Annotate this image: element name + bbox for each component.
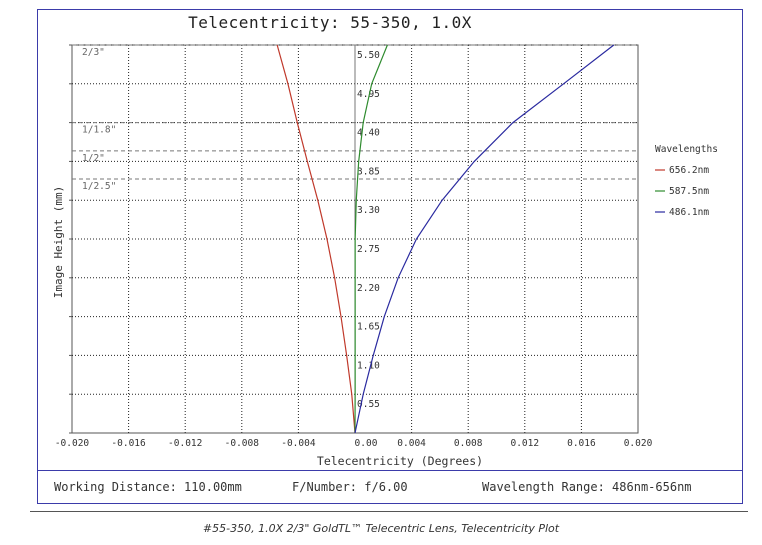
y-tick-label: 0.55 <box>357 399 380 410</box>
sensor-marker-label: 2/3" <box>82 47 105 58</box>
x-tick-label: -0.008 <box>225 438 260 449</box>
x-tick-label: -0.012 <box>168 438 202 449</box>
sensor-markers: 2/3" 1/1.8" 1/2" 1/2.5" <box>72 44 638 192</box>
y-tick-label: 5.50 <box>357 50 380 61</box>
x-tick-label: 0.008 <box>454 438 483 449</box>
legend-item: 656.2nm <box>669 165 709 176</box>
x-tick-label: -0.004 <box>281 438 316 449</box>
x-tick-label: 0.012 <box>510 438 539 449</box>
x-tick-label: 0.020 <box>624 438 653 449</box>
y-tick-label: 2.75 <box>357 244 380 255</box>
y-tick-label: 4.95 <box>357 89 380 100</box>
y-tick-label: 3.85 <box>357 166 380 177</box>
chart-title: Telecentricity: 55-350, 1.0X <box>188 13 472 32</box>
caption-divider <box>30 511 748 512</box>
sensor-marker-label: 1/1.8" <box>82 125 116 136</box>
series-line-587.5nm <box>354 44 388 434</box>
f-number: F/Number: f/6.00 <box>292 480 408 494</box>
wavelength-range: Wavelength Range: 486nm-656nm <box>482 480 692 494</box>
legend: Wavelengths 656.2nm 587.5nm 486.1nm <box>655 144 718 218</box>
plot-frame <box>37 9 743 504</box>
y-tick-label: 1.10 <box>357 360 380 371</box>
series-layer <box>276 44 615 434</box>
legend-item: 486.1nm <box>669 207 709 218</box>
x-tick-label: 0.004 <box>397 438 426 449</box>
y-axis-label: Image Height (mm) <box>52 186 65 299</box>
legend-title: Wavelengths <box>655 144 718 155</box>
telecentricity-chart: 2/3"1/1.8"1/2"1/2.5" -0.020 -0.016 -0.012-… <box>52 44 718 468</box>
sensor-marker-label: 1/2" <box>82 153 105 164</box>
series-line-656.2nm <box>276 44 356 434</box>
figure-caption: #55-350, 1.0X 2/3" GoldTL™ Telecentric L… <box>202 522 560 535</box>
x-axis-label: Telecentricity (Degrees) <box>317 454 483 468</box>
y-tick-label: 3.30 <box>357 205 380 216</box>
x-tick-label: 0.016 <box>567 438 596 449</box>
sensor-marker-label: 1/2.5" <box>82 181 116 192</box>
footer-box <box>37 470 743 504</box>
tick-labels: -0.020 -0.016 -0.012 -0.008 -0.004 0.00 0.004 0… <box>55 50 653 449</box>
y-tick-label: 1.65 <box>357 322 380 333</box>
x-tick-label: 0.00 <box>355 438 378 449</box>
x-tick-label: -0.016 <box>111 438 146 449</box>
series-line-486.1nm <box>354 44 615 434</box>
grid-layer <box>69 44 639 434</box>
y-tick-label: 2.20 <box>357 283 380 294</box>
legend-item: 587.5nm <box>669 186 709 197</box>
working-distance: Working Distance: 110.00mm <box>54 480 242 494</box>
x-tick-label: -0.020 <box>55 438 90 449</box>
y-tick-label: 4.40 <box>357 128 380 139</box>
